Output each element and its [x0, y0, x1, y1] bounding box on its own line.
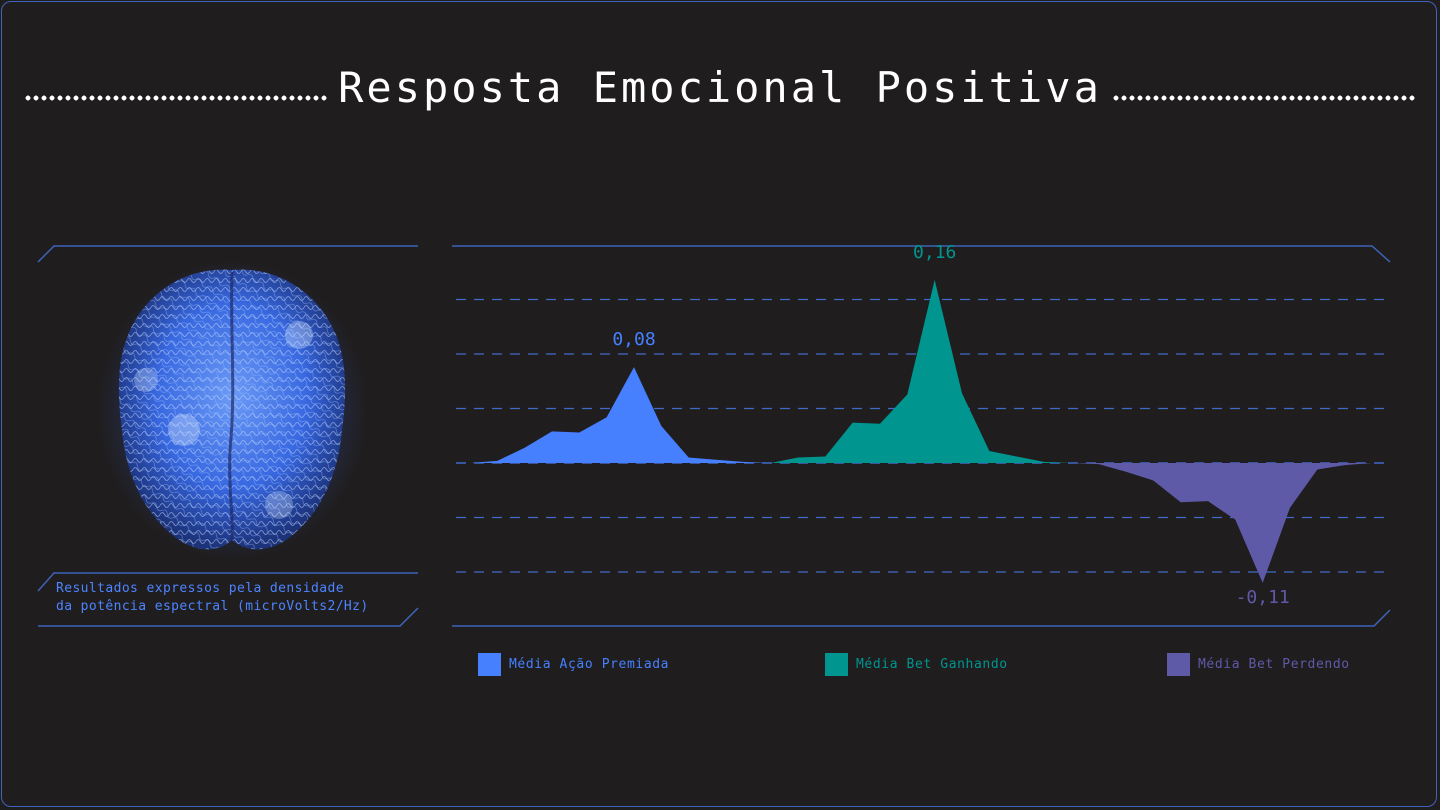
legend-swatch: [825, 652, 848, 676]
series-area-2: [770, 279, 1072, 463]
series-area-3: [1071, 463, 1372, 583]
legend-swatch: [1167, 652, 1190, 676]
legend-item-bet-perdendo: Média Bet Perdendo: [1167, 652, 1350, 676]
legend-swatch: [478, 652, 501, 676]
brain-panel-mid-line: [37, 572, 418, 592]
title-dots-right: [1111, 95, 1417, 101]
series-area-1: [470, 367, 771, 463]
brain-panel-bottom-line: [38, 607, 419, 627]
chart-frame-top: [452, 245, 1391, 263]
legend-item-acao-premiada: Média Ação Premiada: [478, 652, 669, 676]
chart-frame-bottom: [452, 609, 1391, 627]
area-chart: 0,08 0,16 -0,11: [452, 242, 1391, 627]
chart-caption: Resultados expressos pela densidade da p…: [56, 580, 416, 616]
data-label-2: 0,16: [913, 242, 956, 263]
legend-label: Média Bet Ganhando: [856, 656, 1008, 672]
legend-label: Média Bet Perdendo: [1198, 656, 1350, 672]
legend-label: Média Ação Premiada: [509, 656, 670, 672]
page-title: Resposta Emocional Positiva: [338, 62, 1102, 112]
data-label-1: 0,08: [612, 329, 655, 350]
chart-data-labels: 0,08 0,16 -0,11: [612, 242, 1289, 608]
title-row: Resposta Emocional Positiva: [24, 62, 1417, 112]
brain-panel-top-line: [37, 245, 418, 263]
data-label-3: -0,11: [1236, 587, 1290, 608]
brain-panel: [37, 245, 419, 627]
brain-icon: [98, 260, 368, 560]
caption-line-2: da potência espectral (microVolts2/Hz): [56, 599, 369, 614]
title-dots-left: [24, 95, 329, 101]
legend-item-bet-ganhando: Média Bet Ganhando: [825, 652, 1008, 676]
chart-series: [470, 279, 1372, 583]
caption-line-1: Resultados expressos pela densidade: [56, 581, 344, 596]
